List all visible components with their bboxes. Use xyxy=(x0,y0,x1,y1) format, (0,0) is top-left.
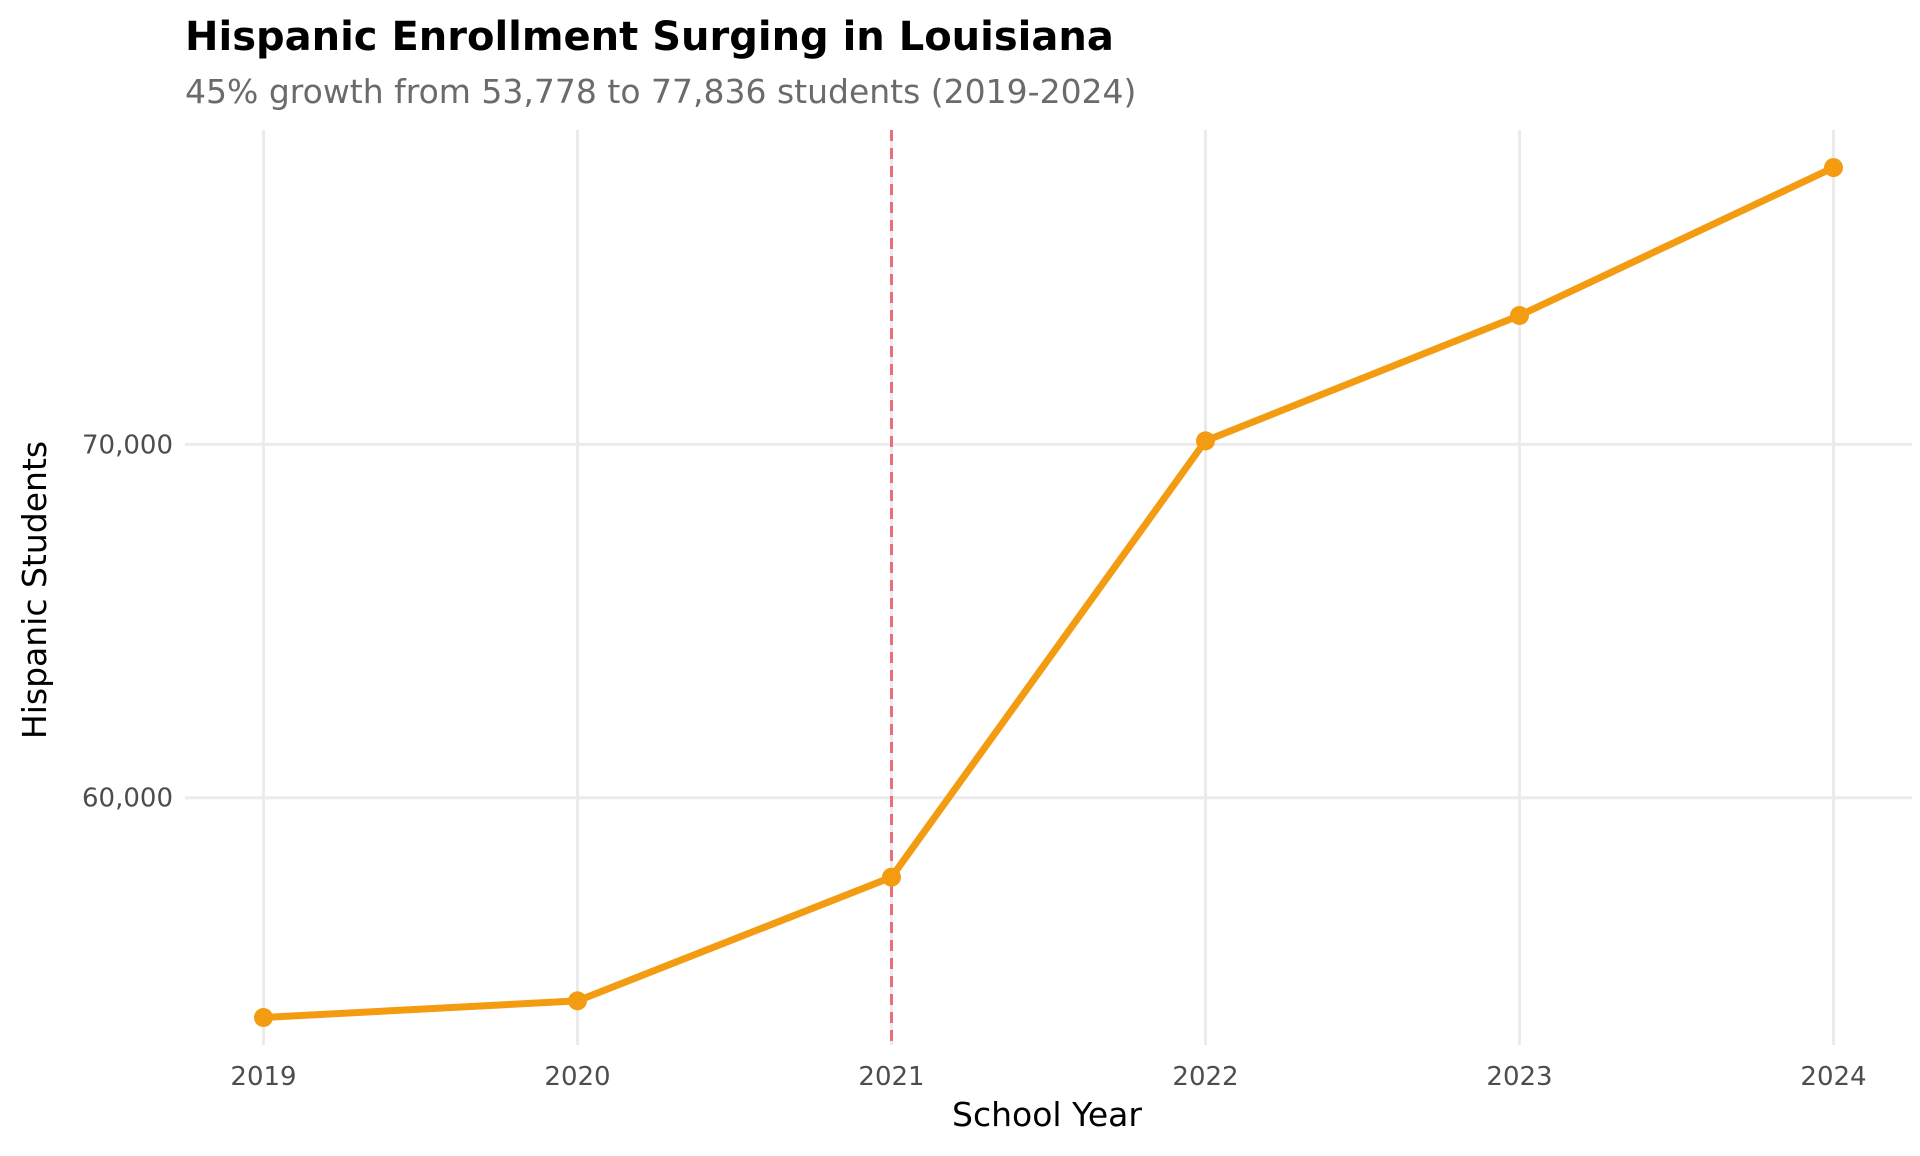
y-tick-label: 60,000 xyxy=(82,784,173,814)
chart-title: Hispanic Enrollment Surging in Louisiana xyxy=(185,14,1114,60)
y-axis-title: Hispanic Students xyxy=(15,441,54,739)
series-line xyxy=(260,164,1837,1022)
data-point xyxy=(1196,431,1215,451)
data-point xyxy=(254,1008,273,1028)
x-tick-label: 2020 xyxy=(544,1062,610,1092)
chart-subtitle: 45% growth from 53,778 to 77,836 student… xyxy=(185,72,1136,111)
data-point xyxy=(1510,305,1529,325)
x-tick-label: 2021 xyxy=(858,1062,924,1092)
series-layer xyxy=(254,158,1843,1028)
x-axis-title: School Year xyxy=(952,1095,1142,1134)
x-tick-label: 2023 xyxy=(1486,1062,1552,1092)
x-axis-ticks: 2019 2020 2021 2022 2023 2024 xyxy=(230,1062,1866,1092)
grid xyxy=(185,130,1912,1045)
x-tick-label: 2024 xyxy=(1800,1062,1866,1092)
x-tick-label: 2022 xyxy=(1172,1062,1238,1092)
y-axis-ticks: 60,000 70,000 xyxy=(82,430,173,813)
x-tick-label: 2019 xyxy=(230,1062,296,1092)
y-tick-label: 70,000 xyxy=(82,430,173,460)
data-point xyxy=(568,991,587,1011)
data-point xyxy=(1824,158,1843,178)
data-point xyxy=(882,867,901,887)
